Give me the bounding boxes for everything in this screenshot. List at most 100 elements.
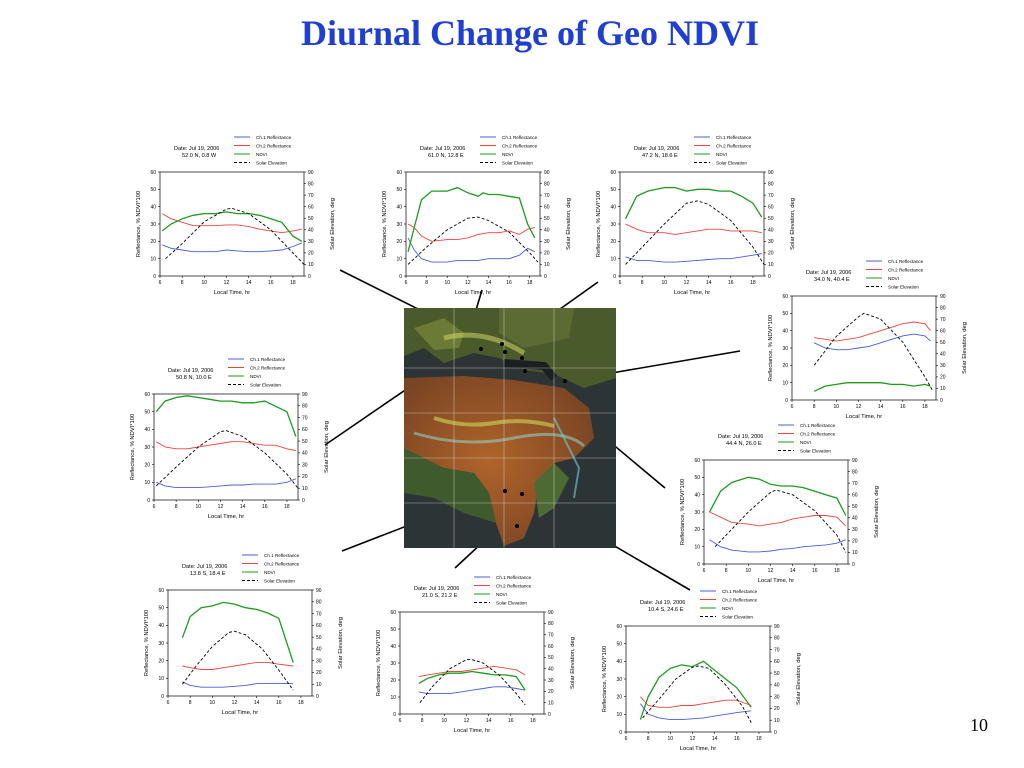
- y2-tick-label: 30: [548, 678, 554, 684]
- y-tick-label: 10: [616, 712, 622, 718]
- slide-number: 10: [970, 715, 988, 735]
- y2-axis-label: Solar Elevation, deg: [790, 198, 796, 250]
- chart-legend: Ch.1 Reflectance Ch.2 Reflectance NDVI Sola…: [242, 553, 300, 583]
- y-tick-label: 20: [390, 678, 396, 684]
- legend-label: Solar Elevation: [250, 382, 281, 387]
- y-axis-label: Reflectance, % NDVI*100: [382, 191, 388, 257]
- y-axis-label: Reflectance, % NDVI*100: [602, 646, 608, 712]
- legend-label: NDVI: [888, 276, 899, 281]
- y-axis-label: Reflectance, % NDVI*100: [376, 630, 382, 696]
- x-tick-label: 16: [900, 404, 906, 410]
- x-tick-label: 12: [684, 280, 690, 286]
- y2-tick-label: 30: [316, 658, 322, 664]
- y-tick-label: 40: [396, 204, 402, 210]
- y2-tick-label: 40: [544, 228, 550, 234]
- y2-axis-label: Solar Elevation, deg: [874, 486, 880, 538]
- series-line-solar-elevation: [419, 659, 526, 706]
- y2-tick-label: 90: [548, 610, 554, 616]
- x-tick-label: 14: [240, 504, 246, 510]
- y2-tick-label: 80: [774, 636, 780, 642]
- chart-location-label: 34.0 N, 40.4 E: [814, 277, 850, 283]
- y-tick-label: 20: [610, 239, 616, 245]
- y2-axis-label: Solar Elevation, deg: [338, 617, 344, 669]
- y2-tick-label: 10: [548, 700, 554, 706]
- y-tick-label: 40: [144, 427, 150, 433]
- y2-tick-label: 10: [768, 262, 774, 268]
- legend-label: Ch.1 Reflectance: [502, 135, 538, 140]
- x-tick-label: 18: [530, 718, 536, 724]
- x-tick-label: 12: [218, 504, 224, 510]
- legend-label: Solar Elevation: [888, 284, 919, 289]
- y-tick-label: 0: [161, 694, 164, 700]
- chart-legend: Ch.1 Reflectance Ch.2 Reflectance NDVI Sola…: [700, 589, 758, 619]
- y-tick-label: 10: [396, 256, 402, 262]
- x-tick-label: 16: [728, 280, 734, 286]
- y2-tick-label: 60: [940, 328, 946, 334]
- y2-axis-label: Solar Elevation, deg: [324, 421, 330, 473]
- x-tick-label: 12: [465, 280, 471, 286]
- chart-legend: Ch.1 Reflectance Ch.2 Reflectance NDVI Sola…: [474, 575, 532, 605]
- x-tick-label: 8: [813, 404, 816, 410]
- y2-axis-label: Solar Elevation, deg: [962, 322, 968, 374]
- x-tick-label: 10: [442, 718, 448, 724]
- y2-tick-label: 50: [316, 635, 322, 641]
- plot-frame: [791, 295, 937, 401]
- legend-label: NDVI: [256, 152, 267, 157]
- y2-tick-label: 50: [548, 655, 554, 661]
- x-tick-label: 14: [246, 280, 252, 286]
- legend-label: Ch.2 Reflectance: [250, 365, 286, 370]
- x-tick-label: 18: [290, 280, 296, 286]
- y2-tick-label: 10: [308, 262, 314, 268]
- legend-label: Solar Elevation: [256, 160, 287, 165]
- y2-tick-label: 20: [940, 375, 946, 381]
- y2-tick-label: 70: [548, 632, 554, 638]
- series-line-ch-2-reflectance: [640, 696, 752, 708]
- series-line-ndvi: [161, 211, 303, 242]
- x-tick-label: 18: [527, 280, 533, 286]
- series-line-ch-2-reflectance: [418, 665, 526, 678]
- y2-tick-label: 80: [308, 181, 314, 187]
- y2-tick-label: 30: [302, 462, 308, 468]
- legend-label: Solar Elevation: [800, 448, 831, 453]
- y-tick-label: 40: [158, 623, 164, 629]
- y2-tick-label: 80: [852, 469, 858, 475]
- x-tick-label: 18: [298, 700, 304, 706]
- y2-tick-label: 30: [308, 239, 314, 245]
- y-tick-label: 20: [158, 658, 164, 664]
- x-tick-label: 6: [625, 736, 628, 742]
- y2-tick-label: 20: [774, 706, 780, 712]
- y2-tick-label: 10: [302, 486, 308, 492]
- y2-tick-label: 80: [548, 621, 554, 627]
- x-tick-label: 10: [662, 280, 668, 286]
- legend-label: Ch.2 Reflectance: [716, 143, 752, 148]
- y2-tick-label: 90: [940, 294, 946, 300]
- legend-label: Ch.1 Reflectance: [716, 135, 752, 140]
- y-tick-label: 30: [144, 445, 150, 451]
- y2-tick-label: 50: [544, 216, 550, 222]
- y2-tick-label: 20: [548, 689, 554, 695]
- y-tick-label: 50: [694, 475, 700, 481]
- slide-title: Diurnal Change of Geo NDVI: [300, 13, 759, 53]
- y-tick-label: 60: [694, 458, 700, 464]
- series-line-ch-2-reflectance: [709, 511, 847, 527]
- y2-tick-label: 90: [774, 624, 780, 630]
- y2-tick-label: 80: [768, 181, 774, 187]
- legend-label: Solar Elevation: [496, 600, 527, 605]
- chart-date-label: Date: Jul 19, 2006: [174, 146, 219, 152]
- y-tick-label: 20: [150, 239, 156, 245]
- y-tick-label: 0: [619, 730, 622, 736]
- y2-tick-label: 70: [768, 193, 774, 199]
- y2-tick-label: 40: [768, 228, 774, 234]
- y2-tick-label: 10: [544, 262, 550, 268]
- y2-tick-label: 60: [768, 204, 774, 210]
- x-tick-label: 14: [878, 404, 884, 410]
- x-tick-label: 8: [425, 280, 428, 286]
- y-tick-label: 40: [610, 204, 616, 210]
- y2-tick-label: 0: [852, 562, 855, 568]
- legend-label: Ch.2 Reflectance: [502, 143, 538, 148]
- series-line-ch-1-reflectance: [709, 539, 846, 553]
